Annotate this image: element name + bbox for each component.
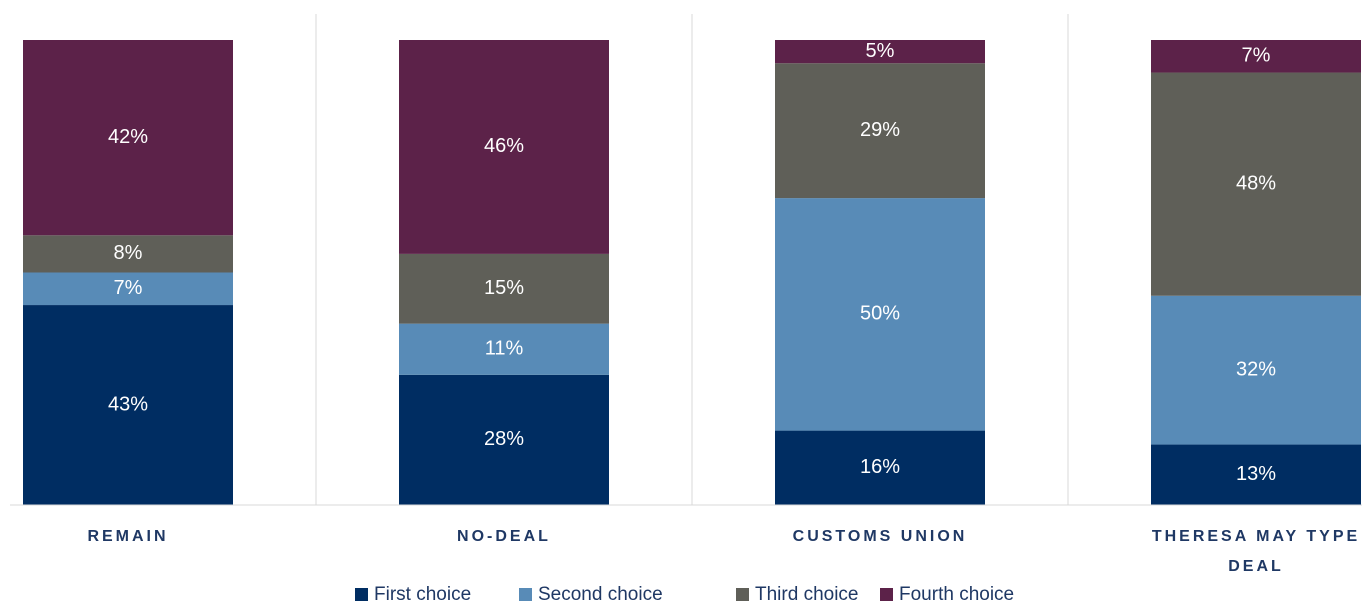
legend-swatch	[880, 588, 893, 601]
value-label: 16%	[860, 456, 900, 478]
legend-swatch	[519, 588, 532, 601]
value-label: 8%	[114, 242, 143, 264]
x-tick-label: THERESA MAY TYPE DEAL	[1151, 528, 1361, 575]
bar-segment	[399, 253, 609, 324]
bar-segment	[1151, 40, 1361, 73]
legend-label: Fourth choice	[899, 584, 1014, 604]
bar-segment	[1151, 444, 1361, 505]
value-label: 11%	[485, 338, 524, 360]
bar-segment	[775, 430, 985, 505]
x-tick-label: CUSTOMS UNION	[792, 528, 968, 545]
bar-segment	[399, 323, 609, 375]
x-tick-label: REMAIN	[87, 528, 169, 545]
bar-segment	[23, 305, 233, 505]
value-label: 7%	[1242, 45, 1271, 67]
value-label: 28%	[484, 428, 524, 450]
bar-segment	[775, 40, 985, 64]
value-label: 48%	[1236, 172, 1276, 194]
value-label: 32%	[1236, 358, 1276, 380]
value-label: 15%	[484, 277, 524, 299]
value-label: 7%	[114, 277, 143, 299]
legend-label: Second choice	[538, 584, 663, 604]
bar-segment	[23, 235, 233, 273]
bar-segment	[775, 63, 985, 199]
value-label: 43%	[108, 393, 148, 415]
bar-segment	[775, 198, 985, 431]
value-label: 42%	[108, 126, 148, 148]
legend-label: Third choice	[755, 584, 859, 604]
legend-label: First choice	[374, 584, 471, 604]
bar-segment	[1151, 72, 1361, 296]
legend-swatch	[736, 588, 749, 601]
bar-segment	[399, 40, 609, 254]
bar-segment	[23, 272, 233, 306]
bar-segment	[1151, 295, 1361, 445]
value-label: 46%	[484, 135, 524, 157]
value-label: 5%	[866, 40, 895, 62]
bar-segment	[399, 374, 609, 505]
bar-segment	[23, 40, 233, 236]
value-label: 29%	[860, 119, 900, 141]
value-label: 50%	[860, 303, 900, 325]
legend-swatch	[355, 588, 368, 601]
x-tick-label: NO-DEAL	[457, 528, 551, 545]
value-label: 13%	[1236, 463, 1276, 485]
